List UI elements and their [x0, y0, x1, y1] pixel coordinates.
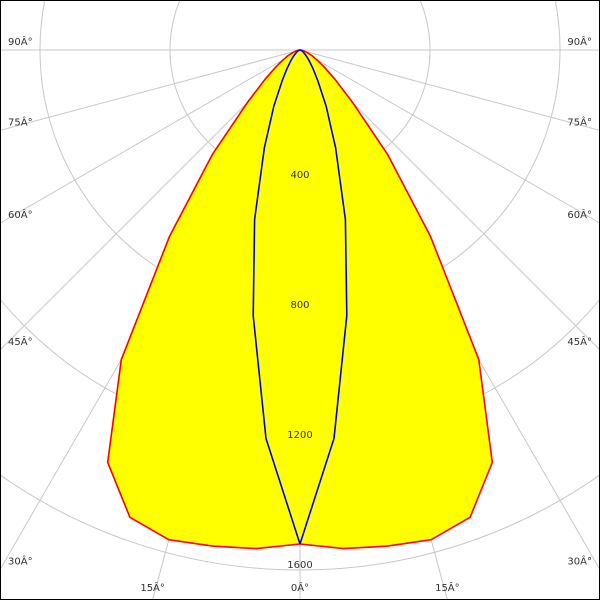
radial-line	[0, 49, 301, 224]
angle-label: 90Â°	[567, 35, 592, 48]
radial-label: 400	[290, 170, 309, 181]
angle-label: 75Â°	[567, 115, 592, 128]
angle-label: 15Â°	[435, 581, 460, 594]
intensity-curve	[252, 49, 301, 545]
radial-line	[0, 49, 301, 131]
radial-label: 1200	[287, 430, 312, 441]
angle-label: 75Â°	[8, 115, 33, 128]
intensity-curve	[299, 49, 348, 545]
intensity-curve	[299, 49, 494, 550]
intensity-curve	[106, 49, 301, 550]
angle-label: 60Â°	[567, 208, 592, 221]
angle-label: 90Â°	[8, 35, 33, 48]
angle-label: 30Â°	[8, 555, 33, 568]
curves	[106, 49, 494, 550]
angle-label: 45Â°	[567, 335, 592, 348]
radial-label: 1600	[287, 560, 312, 571]
labels: 0Â° 15Â° 15Â° 30Â° 30Â° 45Â° 45Â° 60Â° 60Â° 75Â° 7…	[8, 35, 592, 594]
angle-label: 30Â°	[567, 555, 592, 568]
angle-label: 15Â°	[140, 581, 165, 594]
radial-label: 800	[290, 300, 309, 311]
angle-label: 60Â°	[8, 208, 33, 221]
angle-label: 0Â°	[291, 581, 309, 594]
radial-line	[299, 49, 600, 224]
radial-line	[299, 49, 600, 131]
angle-label: 45Â°	[8, 335, 33, 348]
